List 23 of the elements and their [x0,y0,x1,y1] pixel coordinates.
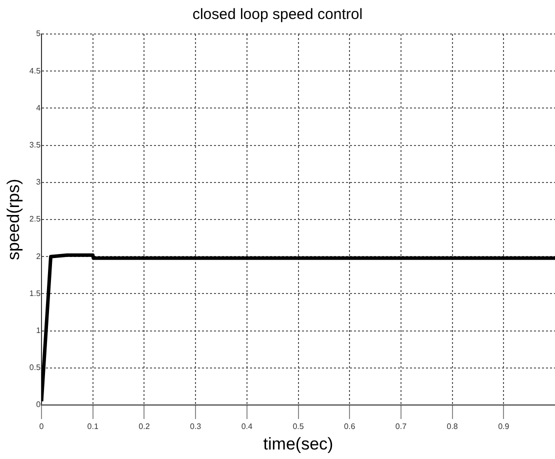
y-tick-label: 3.5 [29,140,42,150]
y-tick-label: 2 [36,252,42,261]
y-tick-label: 4 [36,103,42,112]
chart-title: closed loop speed control [192,6,363,24]
x-tick-label: 0.1 [87,422,99,432]
y-tick-label: 5 [36,29,42,38]
y-tick-label: 0.5 [29,363,42,372]
y-tick-label: 1 [36,326,42,336]
x-tick-label: 0.6 [344,422,356,432]
y-tick-label: 1.5 [29,288,42,298]
x-tick-label: 0.9 [498,422,510,432]
x-tick-label: 0.5 [292,422,304,432]
x-axis-title: time(sec) [263,434,334,454]
x-tick-label: 0.8 [446,422,458,432]
y-tick-label: 4.5 [29,66,42,76]
y-tick-label: 0 [36,400,42,410]
x-tick-label: 0.4 [241,422,254,432]
x-tick-label: 0.3 [190,422,202,432]
y-axis-title: speed(rps) [4,178,23,260]
y-tick-label: 3 [36,178,42,187]
x-tick-label: 0.7 [395,422,408,432]
x-tick-label: 0.2 [138,422,150,432]
y-tick-label: 2.5 [29,214,42,224]
